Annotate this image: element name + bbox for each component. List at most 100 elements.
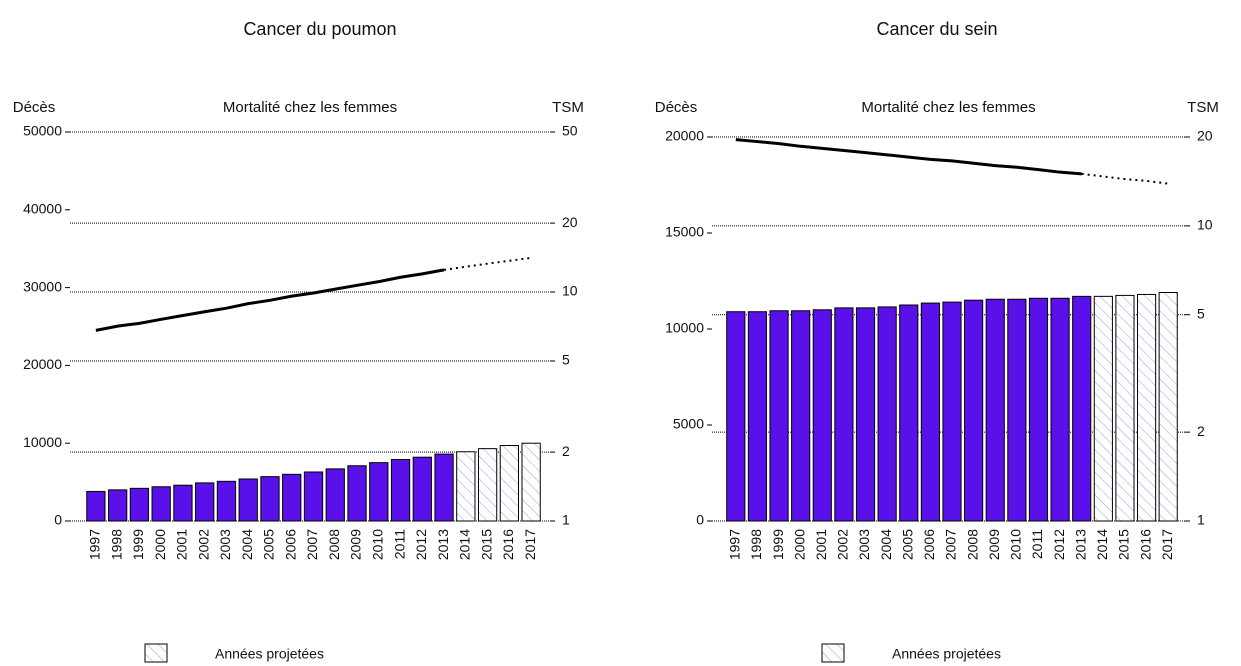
x-tick-label: 1998 [748, 529, 764, 560]
bar [1028, 297, 1049, 522]
chart: Cancer du sein Mortalité chez les femmes D… [655, 19, 1219, 663]
x-tick-label: 2005 [899, 529, 915, 560]
chart-title: Cancer du sein [876, 19, 997, 39]
legend-swatch [821, 643, 845, 663]
bar [769, 310, 789, 522]
x-tick-label: 2009 [986, 529, 1002, 560]
x-tick-label: 2007 [943, 529, 959, 560]
x-tick-label: 2006 [282, 529, 298, 560]
x-tick-label: 2013 [1072, 529, 1088, 560]
bar [86, 490, 106, 522]
x-tick-label: 2015 [478, 529, 494, 560]
bar [390, 459, 411, 522]
line [735, 138, 1082, 176]
y2-tick-label: 10 [1197, 217, 1213, 233]
projected-bar [1093, 295, 1113, 522]
projected-bar [521, 442, 541, 522]
x-tick-label: 2012 [413, 529, 429, 560]
bar [412, 456, 432, 522]
legend-swatch [144, 643, 168, 663]
x-tick-label: 2005 [261, 529, 277, 560]
projected-bar [456, 451, 476, 522]
projected-bar [499, 445, 519, 522]
y2-tick-label: 20 [1197, 128, 1213, 144]
y2-axis-label: TSM [1187, 99, 1219, 116]
bar [129, 487, 150, 522]
x-tick-label: 2008 [964, 529, 980, 560]
x-tick-label: 2015 [1116, 529, 1132, 560]
x-tick-label: 2004 [239, 529, 255, 560]
x-tick-label: 1997 [727, 529, 743, 560]
bar [920, 302, 940, 522]
y-tick-label: 30000 [23, 278, 62, 294]
bar [1007, 298, 1027, 522]
x-tick-label: 2003 [217, 529, 233, 560]
y-tick-label: 40000 [23, 201, 62, 217]
chart-title: Cancer du poumon [243, 19, 396, 39]
projected-bar [1115, 294, 1135, 522]
bar [964, 299, 984, 522]
x-tick-label: 2000 [152, 529, 168, 560]
y-axis-label: Décès [655, 99, 698, 116]
x-tick-label: 2016 [500, 529, 516, 560]
bar [855, 307, 876, 522]
y2-tick-label: 5 [1197, 305, 1205, 321]
bar [1072, 295, 1092, 522]
y-tick-label: 10000 [23, 434, 62, 450]
projected-line [1081, 172, 1169, 185]
chart-subtitle: Mortalité chez les femmes [223, 99, 397, 116]
legend-label: Années projetées [892, 646, 1001, 662]
bar [303, 471, 324, 522]
x-tick-label: 2003 [856, 529, 872, 560]
x-tick-label: 2002 [835, 529, 851, 560]
x-tick-label: 2011 [391, 529, 407, 559]
bar [877, 306, 897, 522]
y-tick-label: 20000 [23, 356, 62, 372]
bar [747, 311, 768, 522]
y-tick-label: 15000 [665, 224, 704, 240]
bar [434, 453, 454, 522]
x-tick-label: 2000 [791, 529, 807, 560]
x-tick-label: 2008 [326, 529, 342, 560]
bar [791, 310, 811, 522]
line [95, 268, 445, 332]
y2-tick-label: 2 [562, 443, 570, 459]
y-tick-label: 50000 [23, 123, 62, 139]
y-tick-label: 10000 [665, 320, 704, 336]
x-tick-label: 2001 [813, 529, 829, 560]
projected-bar [477, 448, 498, 522]
bar [108, 489, 128, 522]
y2-tick-label: 20 [562, 214, 578, 230]
y-tick-label: 5000 [673, 416, 704, 432]
x-tick-label: 2017 [1159, 529, 1175, 560]
bar [282, 473, 302, 522]
x-tick-label: 2010 [369, 529, 385, 560]
bar [325, 468, 345, 522]
y2-tick-label: 50 [562, 123, 578, 139]
y2-tick-label: 1 [562, 512, 570, 528]
chart-subtitle: Mortalité chez les femmes [861, 99, 1035, 116]
bar [899, 304, 919, 522]
x-tick-label: 2013 [435, 529, 451, 560]
x-tick-label: 2011 [1029, 529, 1045, 559]
chart: Cancer du poumon Mortalité chez les femme… [13, 19, 584, 663]
y2-tick-label: 5 [562, 352, 570, 368]
x-tick-label: 2017 [522, 529, 538, 560]
y-tick-label: 0 [54, 512, 62, 528]
x-tick-label: 2006 [921, 529, 937, 560]
bar [195, 482, 215, 522]
y2-axis-label: TSM [552, 99, 584, 116]
x-tick-label: 1998 [108, 529, 124, 560]
projected-bar [1136, 293, 1157, 522]
x-tick-label: 2014 [457, 529, 473, 560]
bar [985, 298, 1005, 522]
x-tick-label: 2014 [1094, 529, 1110, 560]
x-tick-label: 1997 [87, 529, 103, 560]
y-axis-label: Décès [13, 99, 56, 116]
x-tick-label: 2001 [174, 529, 190, 560]
projected-line [443, 256, 532, 271]
y-tick-label: 20000 [665, 128, 704, 144]
x-tick-label: 2002 [195, 529, 211, 560]
x-tick-label: 2012 [1051, 529, 1067, 560]
